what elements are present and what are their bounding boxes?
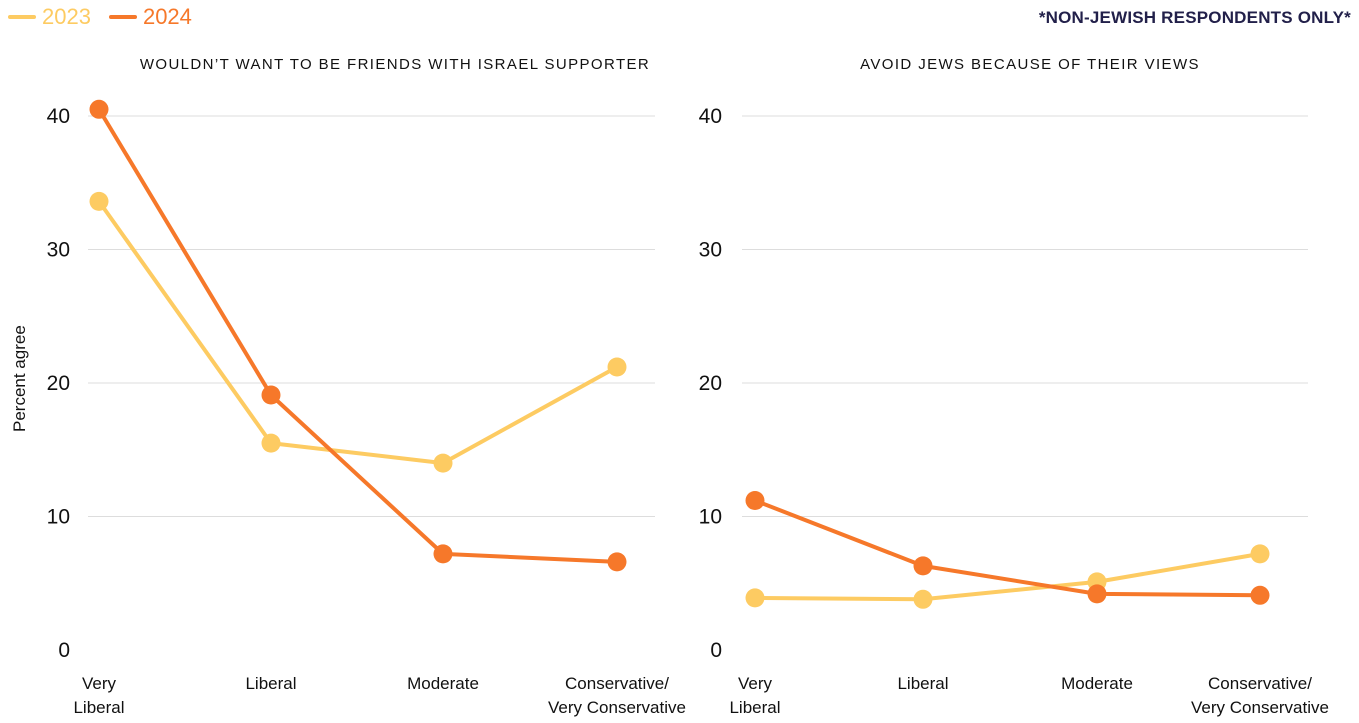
y-tick-label: 10 — [47, 506, 70, 529]
series-line-2024 — [97, 107, 619, 564]
x-tick-label: Moderate — [1061, 674, 1133, 693]
legend-label-2023: 2023 — [42, 4, 91, 29]
data-point-2024 — [607, 552, 627, 572]
data-point-2024 — [745, 491, 765, 510]
data-point-2024 — [913, 556, 933, 576]
data-point-2023 — [913, 589, 933, 609]
data-point-2024 — [261, 385, 281, 405]
data-point-2024 — [1250, 585, 1270, 605]
y-tick-label: 20 — [47, 372, 70, 395]
legend: 2023 2024 — [8, 4, 192, 30]
y-tick-label: 20 — [699, 372, 722, 395]
y-tick-label: 0 — [58, 639, 70, 662]
x-tick-label: Very Liberal — [729, 674, 780, 717]
data-point-2023 — [261, 433, 281, 453]
respondents-note: *NON-JEWISH RESPONDENTS ONLY* — [1038, 8, 1351, 27]
series-line-2023 — [753, 551, 1262, 602]
data-point-2024 — [433, 544, 453, 564]
y-tick-label: 40 — [699, 105, 722, 128]
data-point-2023 — [607, 357, 627, 377]
series-line-2024 — [753, 498, 1262, 598]
y-tick-label: 40 — [47, 105, 70, 128]
data-point-2023 — [1250, 544, 1270, 564]
x-tick-label: Conservative/Very Conservative — [548, 674, 686, 717]
y-tick-label: 30 — [699, 239, 722, 262]
y-tick-label: 10 — [699, 506, 722, 529]
legend-swatch-2023 — [8, 15, 36, 19]
data-point-2023 — [89, 191, 109, 211]
legend-label-2024: 2024 — [142, 4, 192, 29]
data-point-2023 — [745, 588, 765, 608]
x-tick-label: Liberal — [245, 674, 296, 693]
data-point-2023 — [433, 453, 453, 473]
legend-item-2023: 2023 — [8, 4, 91, 30]
left-panel-title: WOULDN’T WANT TO BE FRIENDS WITH ISRAEL … — [139, 56, 651, 73]
x-tick-label: Moderate — [407, 674, 479, 693]
data-point-2024 — [1087, 584, 1107, 604]
data-point-2024 — [89, 99, 109, 119]
x-tick-label: Liberal — [897, 674, 948, 693]
right-panel-title: AVOID JEWS BECAUSE OF THEIR VIEWS — [860, 56, 1200, 73]
series-line-2023 — [97, 199, 619, 466]
legend-item-2024: 2024 — [108, 4, 192, 30]
legend-swatch-2024 — [108, 15, 137, 19]
y-tick-label: 0 — [710, 639, 722, 662]
x-tick-label: Conservative/Very Conservative — [1191, 674, 1329, 717]
y-tick-label: 30 — [47, 239, 70, 262]
x-tick-label: Very Liberal — [73, 674, 124, 717]
